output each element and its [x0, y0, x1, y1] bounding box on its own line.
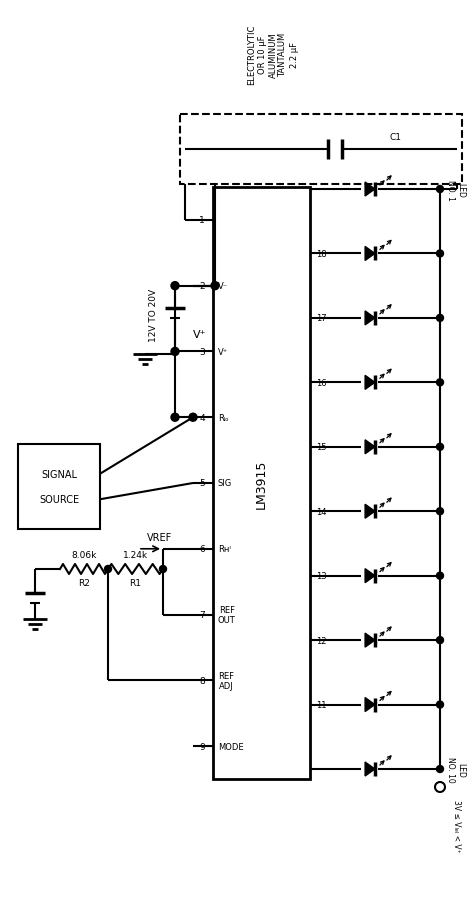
Circle shape — [159, 566, 166, 573]
Bar — [180, 115, 462, 185]
Text: REF
ADJ: REF ADJ — [218, 671, 234, 690]
Text: 3: 3 — [199, 348, 205, 357]
Circle shape — [437, 379, 444, 386]
Polygon shape — [365, 182, 375, 197]
Text: LED
NO. 1: LED NO. 1 — [446, 180, 465, 200]
Polygon shape — [365, 312, 375, 325]
Circle shape — [171, 283, 179, 291]
Circle shape — [437, 766, 444, 773]
Text: V⁺: V⁺ — [218, 348, 228, 357]
Polygon shape — [365, 247, 375, 261]
Text: LM3915: LM3915 — [255, 459, 268, 508]
Text: 3V ≤ Vₗₑₗ < V⁺: 3V ≤ Vₗₑₗ < V⁺ — [452, 799, 461, 852]
Text: 14: 14 — [316, 507, 327, 517]
Text: 1: 1 — [199, 216, 205, 225]
Circle shape — [189, 414, 197, 422]
Polygon shape — [365, 441, 375, 454]
Text: Rₗₒ: Rₗₒ — [218, 414, 228, 423]
Text: V⁻: V⁻ — [218, 282, 228, 291]
Text: VREF: VREF — [147, 532, 173, 542]
Text: 2.2 μF: 2.2 μF — [291, 42, 300, 68]
Text: LED
NO. 10: LED NO. 10 — [446, 757, 465, 782]
Text: MODE: MODE — [218, 741, 244, 750]
Text: 8: 8 — [199, 676, 205, 685]
Text: 7: 7 — [199, 610, 205, 619]
Polygon shape — [365, 569, 375, 583]
Text: 16: 16 — [316, 378, 327, 387]
Text: SIG: SIG — [218, 479, 232, 488]
Text: 12: 12 — [316, 636, 327, 645]
Text: 18: 18 — [316, 249, 327, 258]
Circle shape — [437, 443, 444, 451]
Circle shape — [437, 702, 444, 708]
Text: ELECTROLYTIC: ELECTROLYTIC — [247, 24, 256, 85]
Text: 13: 13 — [316, 572, 327, 581]
Circle shape — [104, 566, 111, 573]
Circle shape — [437, 508, 444, 515]
Text: SOURCE: SOURCE — [39, 495, 79, 505]
Polygon shape — [365, 698, 375, 712]
Text: R1: R1 — [129, 579, 142, 588]
Text: R2: R2 — [78, 579, 90, 588]
Circle shape — [437, 186, 444, 193]
Circle shape — [437, 251, 444, 257]
Polygon shape — [365, 762, 375, 777]
Circle shape — [211, 283, 219, 291]
Text: 6: 6 — [199, 545, 205, 554]
Polygon shape — [365, 505, 375, 518]
Circle shape — [437, 315, 444, 322]
Text: SIGNAL: SIGNAL — [41, 470, 77, 479]
Text: 17: 17 — [316, 314, 327, 323]
Text: 11: 11 — [316, 701, 327, 709]
Polygon shape — [365, 376, 375, 390]
Text: Rʜᴵ: Rʜᴵ — [218, 545, 231, 554]
Text: 8.06k: 8.06k — [71, 551, 97, 560]
Text: 15: 15 — [316, 442, 327, 452]
Text: 1.24k: 1.24k — [123, 551, 148, 560]
Text: 9: 9 — [199, 741, 205, 750]
Text: REF
OUT: REF OUT — [218, 605, 236, 625]
Circle shape — [435, 782, 445, 792]
Text: TANTALUM: TANTALUM — [279, 33, 288, 77]
Circle shape — [171, 348, 179, 356]
Bar — [213, 188, 310, 779]
Text: OR 10 μF: OR 10 μF — [258, 36, 267, 74]
Bar — [18, 444, 100, 529]
Circle shape — [437, 637, 444, 644]
Text: C1: C1 — [390, 134, 402, 143]
Text: ALUMINUM: ALUMINUM — [268, 33, 277, 78]
Text: 4: 4 — [200, 414, 205, 423]
Text: 5: 5 — [199, 479, 205, 488]
Text: 12V TO 20V: 12V TO 20V — [148, 288, 157, 341]
Text: 2: 2 — [200, 282, 205, 291]
Circle shape — [171, 414, 179, 422]
Polygon shape — [365, 633, 375, 647]
Text: V⁺: V⁺ — [193, 330, 207, 340]
Circle shape — [437, 573, 444, 580]
